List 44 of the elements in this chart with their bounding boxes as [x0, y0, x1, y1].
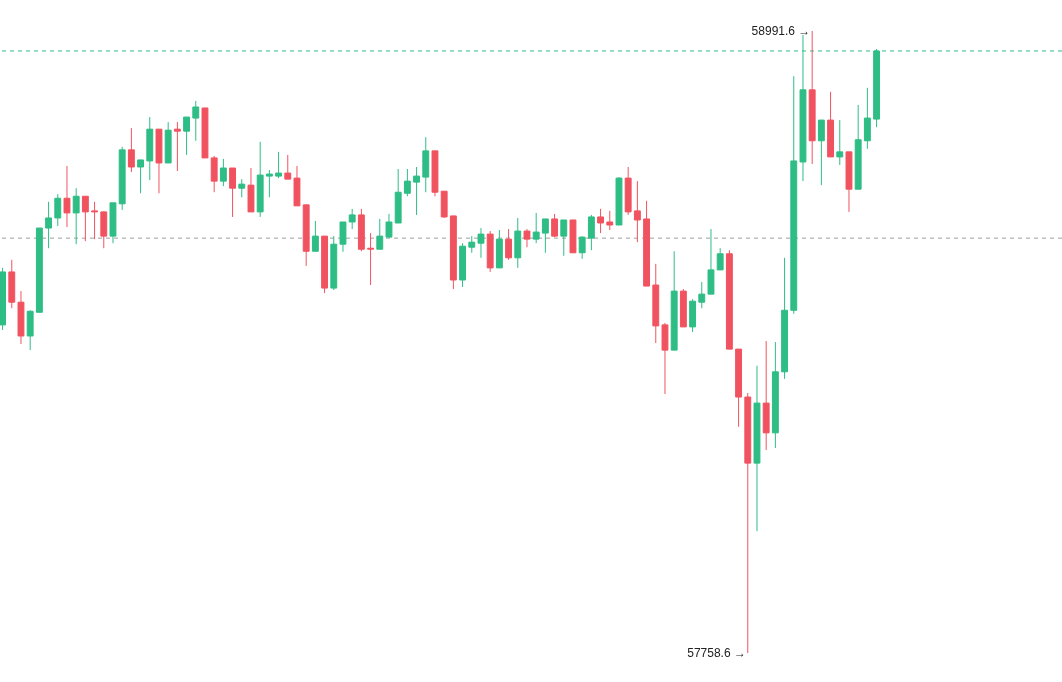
candlestick [219, 158, 227, 187]
candlestick [698, 281, 706, 309]
candlestick [716, 247, 724, 271]
candlestick [817, 119, 825, 186]
candlestick [173, 121, 181, 172]
candlestick [91, 201, 99, 240]
candlestick [284, 154, 292, 180]
candlestick [127, 127, 135, 173]
candlestick [265, 169, 273, 198]
candlestick [633, 180, 641, 243]
candlestick [367, 232, 375, 286]
candlestick [385, 213, 393, 238]
candlestick [238, 178, 246, 198]
candlestick [505, 228, 513, 261]
candlestick [606, 210, 614, 231]
candlestick [45, 201, 53, 249]
candlestick [210, 155, 218, 193]
candlestick [339, 221, 347, 253]
candlestick [137, 159, 145, 194]
annotation: 58991.6 → [751, 24, 811, 38]
candlestick [532, 212, 540, 244]
candlestick [403, 168, 411, 197]
candlestick [477, 227, 485, 259]
annotation: 57758.6 → [687, 646, 746, 660]
candlestick [275, 151, 283, 179]
candlestick [541, 218, 549, 254]
candlestick [863, 87, 871, 150]
candlestick [587, 214, 595, 251]
candlestick [63, 165, 71, 228]
candlestick [578, 235, 586, 260]
candlestick [229, 167, 237, 218]
candlestick [597, 208, 605, 234]
candlestick [523, 228, 531, 248]
candlestick [54, 193, 62, 227]
candlestick [183, 116, 191, 156]
candlestick [376, 218, 384, 250]
candlestick [72, 187, 80, 245]
candlestick [311, 220, 319, 252]
candlestick [348, 208, 356, 230]
candlestick [413, 166, 421, 216]
candlestick [560, 219, 568, 257]
candlestick [81, 195, 89, 242]
candlestick [192, 100, 200, 142]
candlestick [836, 119, 844, 166]
